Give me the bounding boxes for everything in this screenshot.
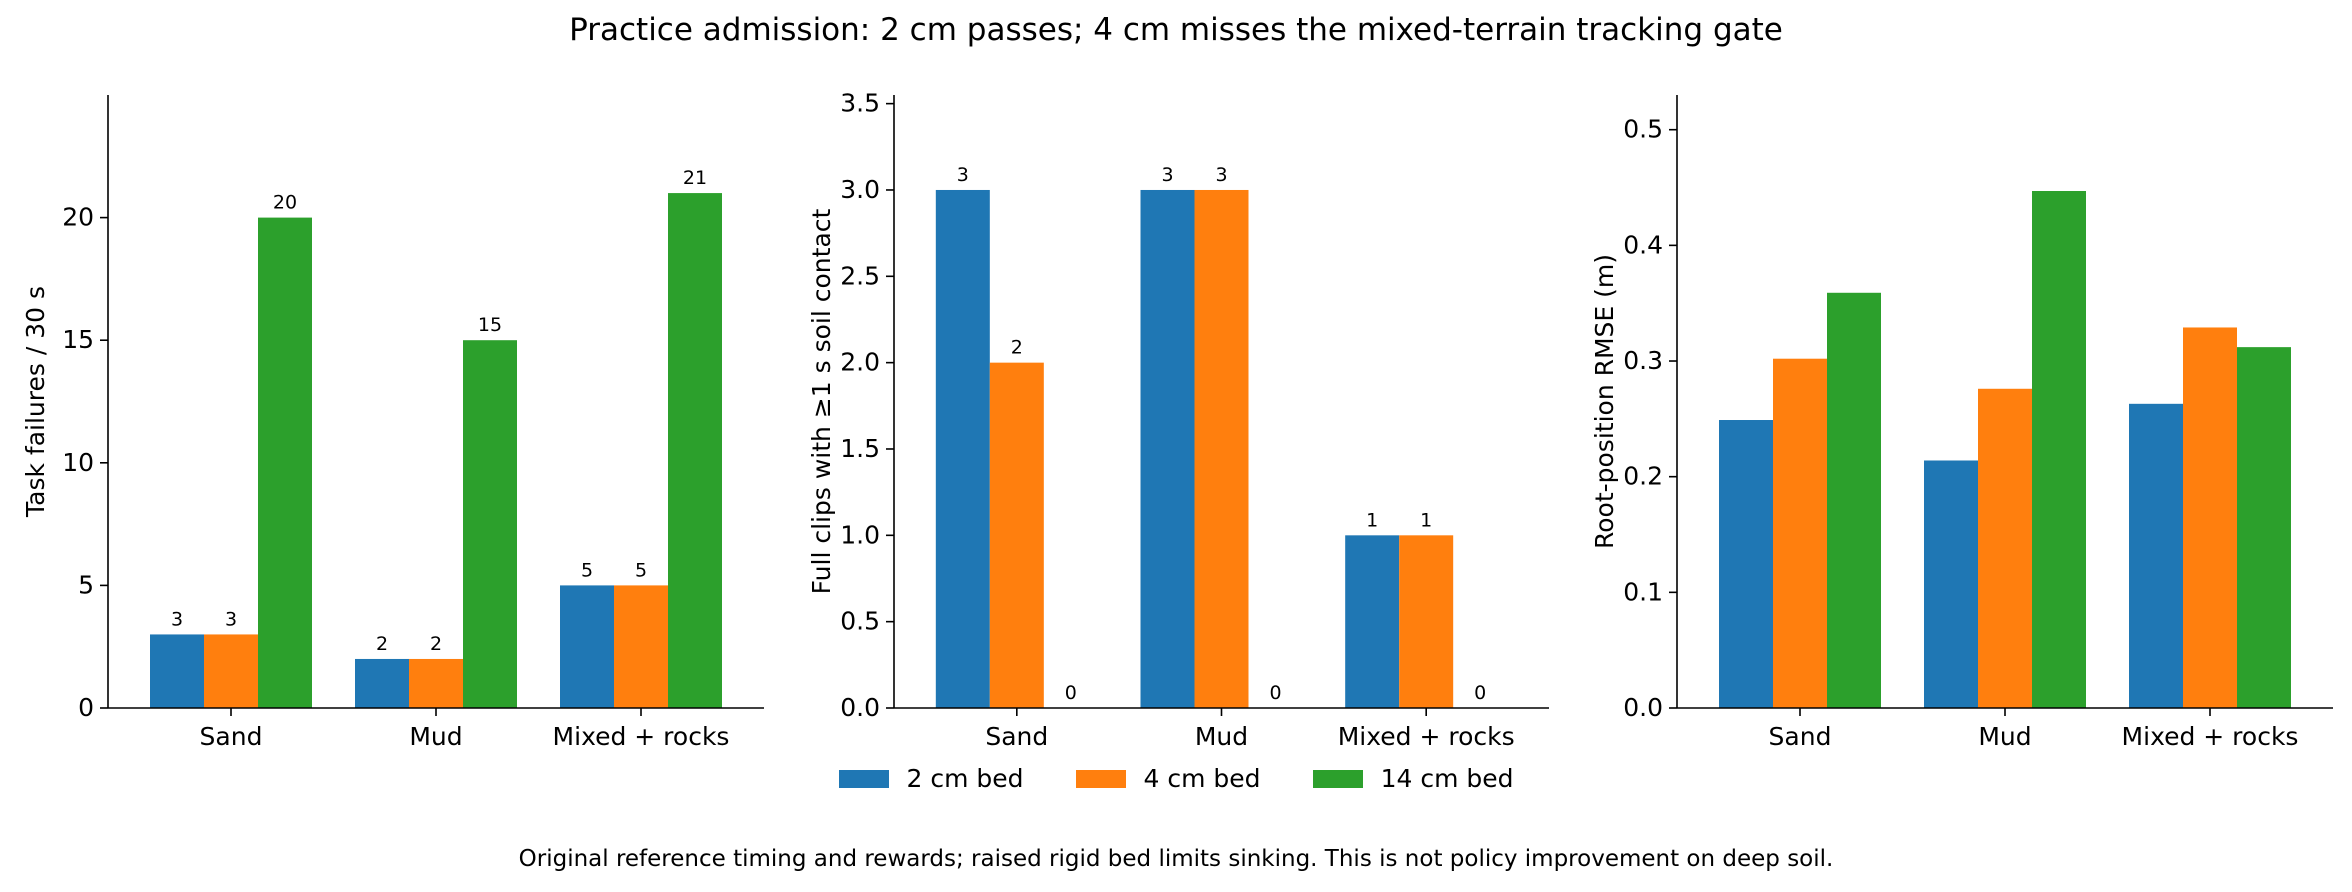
bar-value-label: 20 [273, 192, 297, 214]
y-tick-label: 0.3 [1623, 346, 1663, 375]
bar-mixed-rocks-s1 [614, 585, 668, 708]
x-tick-label-mixed-rocks: Mixed + rocks [1338, 722, 1515, 751]
bar-value-label: 1 [1420, 509, 1432, 531]
bar-value-label: 2 [1011, 337, 1023, 359]
legend-label-4cm: 4 cm bed [1143, 764, 1261, 793]
x-tick-label-mixed-rocks: Mixed + rocks [553, 722, 730, 751]
legend-swatch-4cm [1075, 769, 1126, 788]
y-tick-label: 1.5 [840, 434, 880, 463]
bar-mixed-rocks-s1 [2183, 327, 2237, 708]
bar-value-label: 21 [683, 167, 707, 189]
bar-value-label: 3 [225, 608, 237, 630]
bar-mixed-rocks-s0 [560, 585, 614, 708]
x-tick-label-sand: Sand [985, 722, 1048, 751]
y-axis-label: Full clips with ≥1 s soil contact [807, 208, 836, 594]
bar-sand-s0 [935, 189, 990, 709]
bar-value-label: 3 [171, 608, 183, 630]
legend-label-2cm: 2 cm bed [906, 764, 1024, 793]
y-tick-label: 2.0 [840, 348, 880, 377]
bar-mud-s0 [1140, 189, 1195, 709]
bar-value-label: 0 [1269, 682, 1281, 704]
bar-mixed-rocks-s0 [2129, 403, 2183, 708]
bar-value-label: 3 [1215, 164, 1227, 186]
bar-value-label: 5 [581, 559, 593, 581]
y-tick-label: 0.2 [1623, 462, 1663, 491]
y-tick-label: 20 [62, 203, 94, 232]
bar-mixed-rocks-s2 [2237, 347, 2291, 708]
y-tick-label: 10 [62, 448, 94, 477]
bar-mud-s1 [1978, 388, 2032, 708]
panel-root-rmse: 0.0 0.1 0.2 0.3 0.4 0.5 Sand Mud Mixed + rocks Ro… [1590, 95, 2333, 751]
y-tick-label: 0.4 [1623, 230, 1663, 259]
bar-sand-s0 [150, 634, 204, 708]
legend-swatch-14cm [1312, 769, 1363, 788]
y-tick-label: 0.0 [840, 693, 880, 722]
bar-value-label: 1 [1366, 509, 1378, 531]
bar-sand-s1 [989, 362, 1044, 708]
figure-title: Practice admission: 2 cm passes; 4 cm mi… [569, 12, 1783, 48]
footnote: Original reference timing and rewards; r… [518, 846, 1834, 872]
legend-item-14cm: 14 cm bed [1312, 764, 1514, 793]
legend-label-14cm: 14 cm bed [1380, 764, 1514, 793]
bar-mixed-rocks-s0 [1345, 535, 1400, 708]
bar-mud-s0 [1924, 460, 1978, 708]
x-tick-label-mud: Mud [409, 722, 462, 751]
bar-value-label: 2 [430, 633, 442, 655]
bar-sand-s1 [1773, 358, 1827, 708]
y-tick-label: 1.0 [840, 520, 880, 549]
bar-mud-s0 [355, 658, 409, 708]
bar-mud-s1 [409, 658, 463, 708]
bar-sand-s0 [1719, 420, 1773, 708]
y-tick-label: 3.5 [840, 89, 880, 118]
y-tick-label: 3.0 [840, 175, 880, 204]
bar-mud-s1 [1194, 189, 1249, 709]
y-tick-label: 0.0 [1623, 693, 1663, 722]
y-axis-label: Root-position RMSE (m) [1590, 254, 1619, 549]
bar-mixed-rocks-s2 [668, 193, 722, 708]
bar-sand-s2 [1827, 292, 1881, 708]
x-tick-label-sand: Sand [200, 722, 263, 751]
y-tick-label: 15 [62, 325, 94, 354]
x-tick-label-mud: Mud [1978, 722, 2031, 751]
bar-value-label: 2 [376, 633, 388, 655]
x-tick-label-mixed-rocks: Mixed + rocks [2122, 722, 2299, 751]
bar-mud-s2 [2032, 190, 2086, 708]
legend-swatch-2cm [838, 769, 889, 788]
bar-value-label: 0 [1474, 682, 1486, 704]
bar-mud-s2 [463, 340, 517, 708]
bar-value-label: 5 [635, 559, 647, 581]
y-tick-label: 0.1 [1623, 577, 1663, 606]
bar-value-label: 3 [957, 164, 969, 186]
y-tick-label: 5 [78, 570, 94, 599]
bar-value-label: 0 [1065, 682, 1077, 704]
legend-item-2cm: 2 cm bed [838, 764, 1024, 793]
y-axis-label: Task failures / 30 s [21, 286, 50, 518]
legend-item-4cm: 4 cm bed [1075, 764, 1261, 793]
y-tick-label: 0.5 [840, 607, 880, 636]
panel-full-clips: 3 3 1 2 3 1 0 0 0 0.0 0.5 1.0 1.5 2.0 2.5 3.0 3.5 Sand Mud… [807, 89, 1549, 751]
y-tick-label: 2.5 [840, 261, 880, 290]
bar-sand-s2 [258, 217, 312, 708]
y-tick-label: 0 [78, 693, 94, 722]
legend: 2 cm bed 4 cm bed 14 cm bed [0, 764, 2352, 793]
y-tick-label: 0.5 [1623, 115, 1663, 144]
x-tick-label-sand: Sand [1769, 722, 1832, 751]
bar-value-label: 15 [478, 314, 502, 336]
bar-mixed-rocks-s1 [1399, 535, 1454, 708]
x-tick-label-mud: Mud [1195, 722, 1248, 751]
bar-value-label: 3 [1161, 164, 1173, 186]
bar-sand-s1 [204, 634, 258, 708]
